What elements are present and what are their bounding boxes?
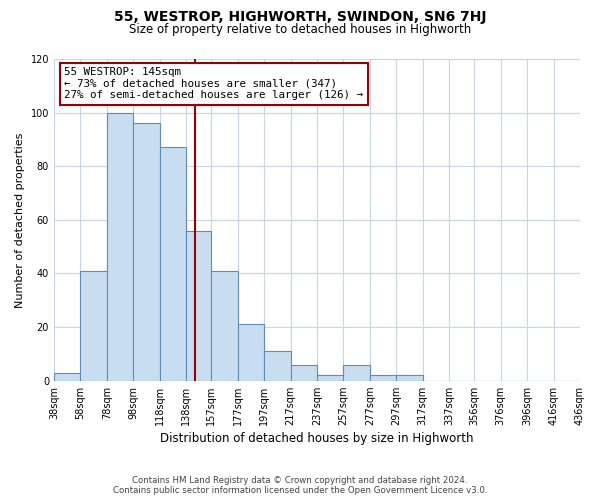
- Text: 55, WESTROP, HIGHWORTH, SWINDON, SN6 7HJ: 55, WESTROP, HIGHWORTH, SWINDON, SN6 7HJ: [114, 10, 486, 24]
- Bar: [264, 351, 290, 380]
- Text: 55 WESTROP: 145sqm
← 73% of detached houses are smaller (347)
27% of semi-detach: 55 WESTROP: 145sqm ← 73% of detached hou…: [64, 67, 364, 100]
- Bar: [160, 148, 186, 380]
- Bar: [211, 271, 238, 380]
- Y-axis label: Number of detached properties: Number of detached properties: [15, 132, 25, 308]
- Bar: [317, 376, 343, 380]
- Bar: [238, 324, 264, 380]
- Bar: [396, 376, 423, 380]
- Bar: [54, 372, 80, 380]
- X-axis label: Distribution of detached houses by size in Highworth: Distribution of detached houses by size …: [160, 432, 474, 445]
- Bar: [343, 364, 370, 380]
- Text: Contains HM Land Registry data © Crown copyright and database right 2024.
Contai: Contains HM Land Registry data © Crown c…: [113, 476, 487, 495]
- Text: Size of property relative to detached houses in Highworth: Size of property relative to detached ho…: [129, 22, 471, 36]
- Bar: [290, 364, 317, 380]
- Bar: [107, 112, 133, 380]
- Bar: [370, 376, 396, 380]
- Bar: [133, 124, 160, 380]
- Bar: [80, 271, 107, 380]
- Bar: [186, 230, 211, 380]
